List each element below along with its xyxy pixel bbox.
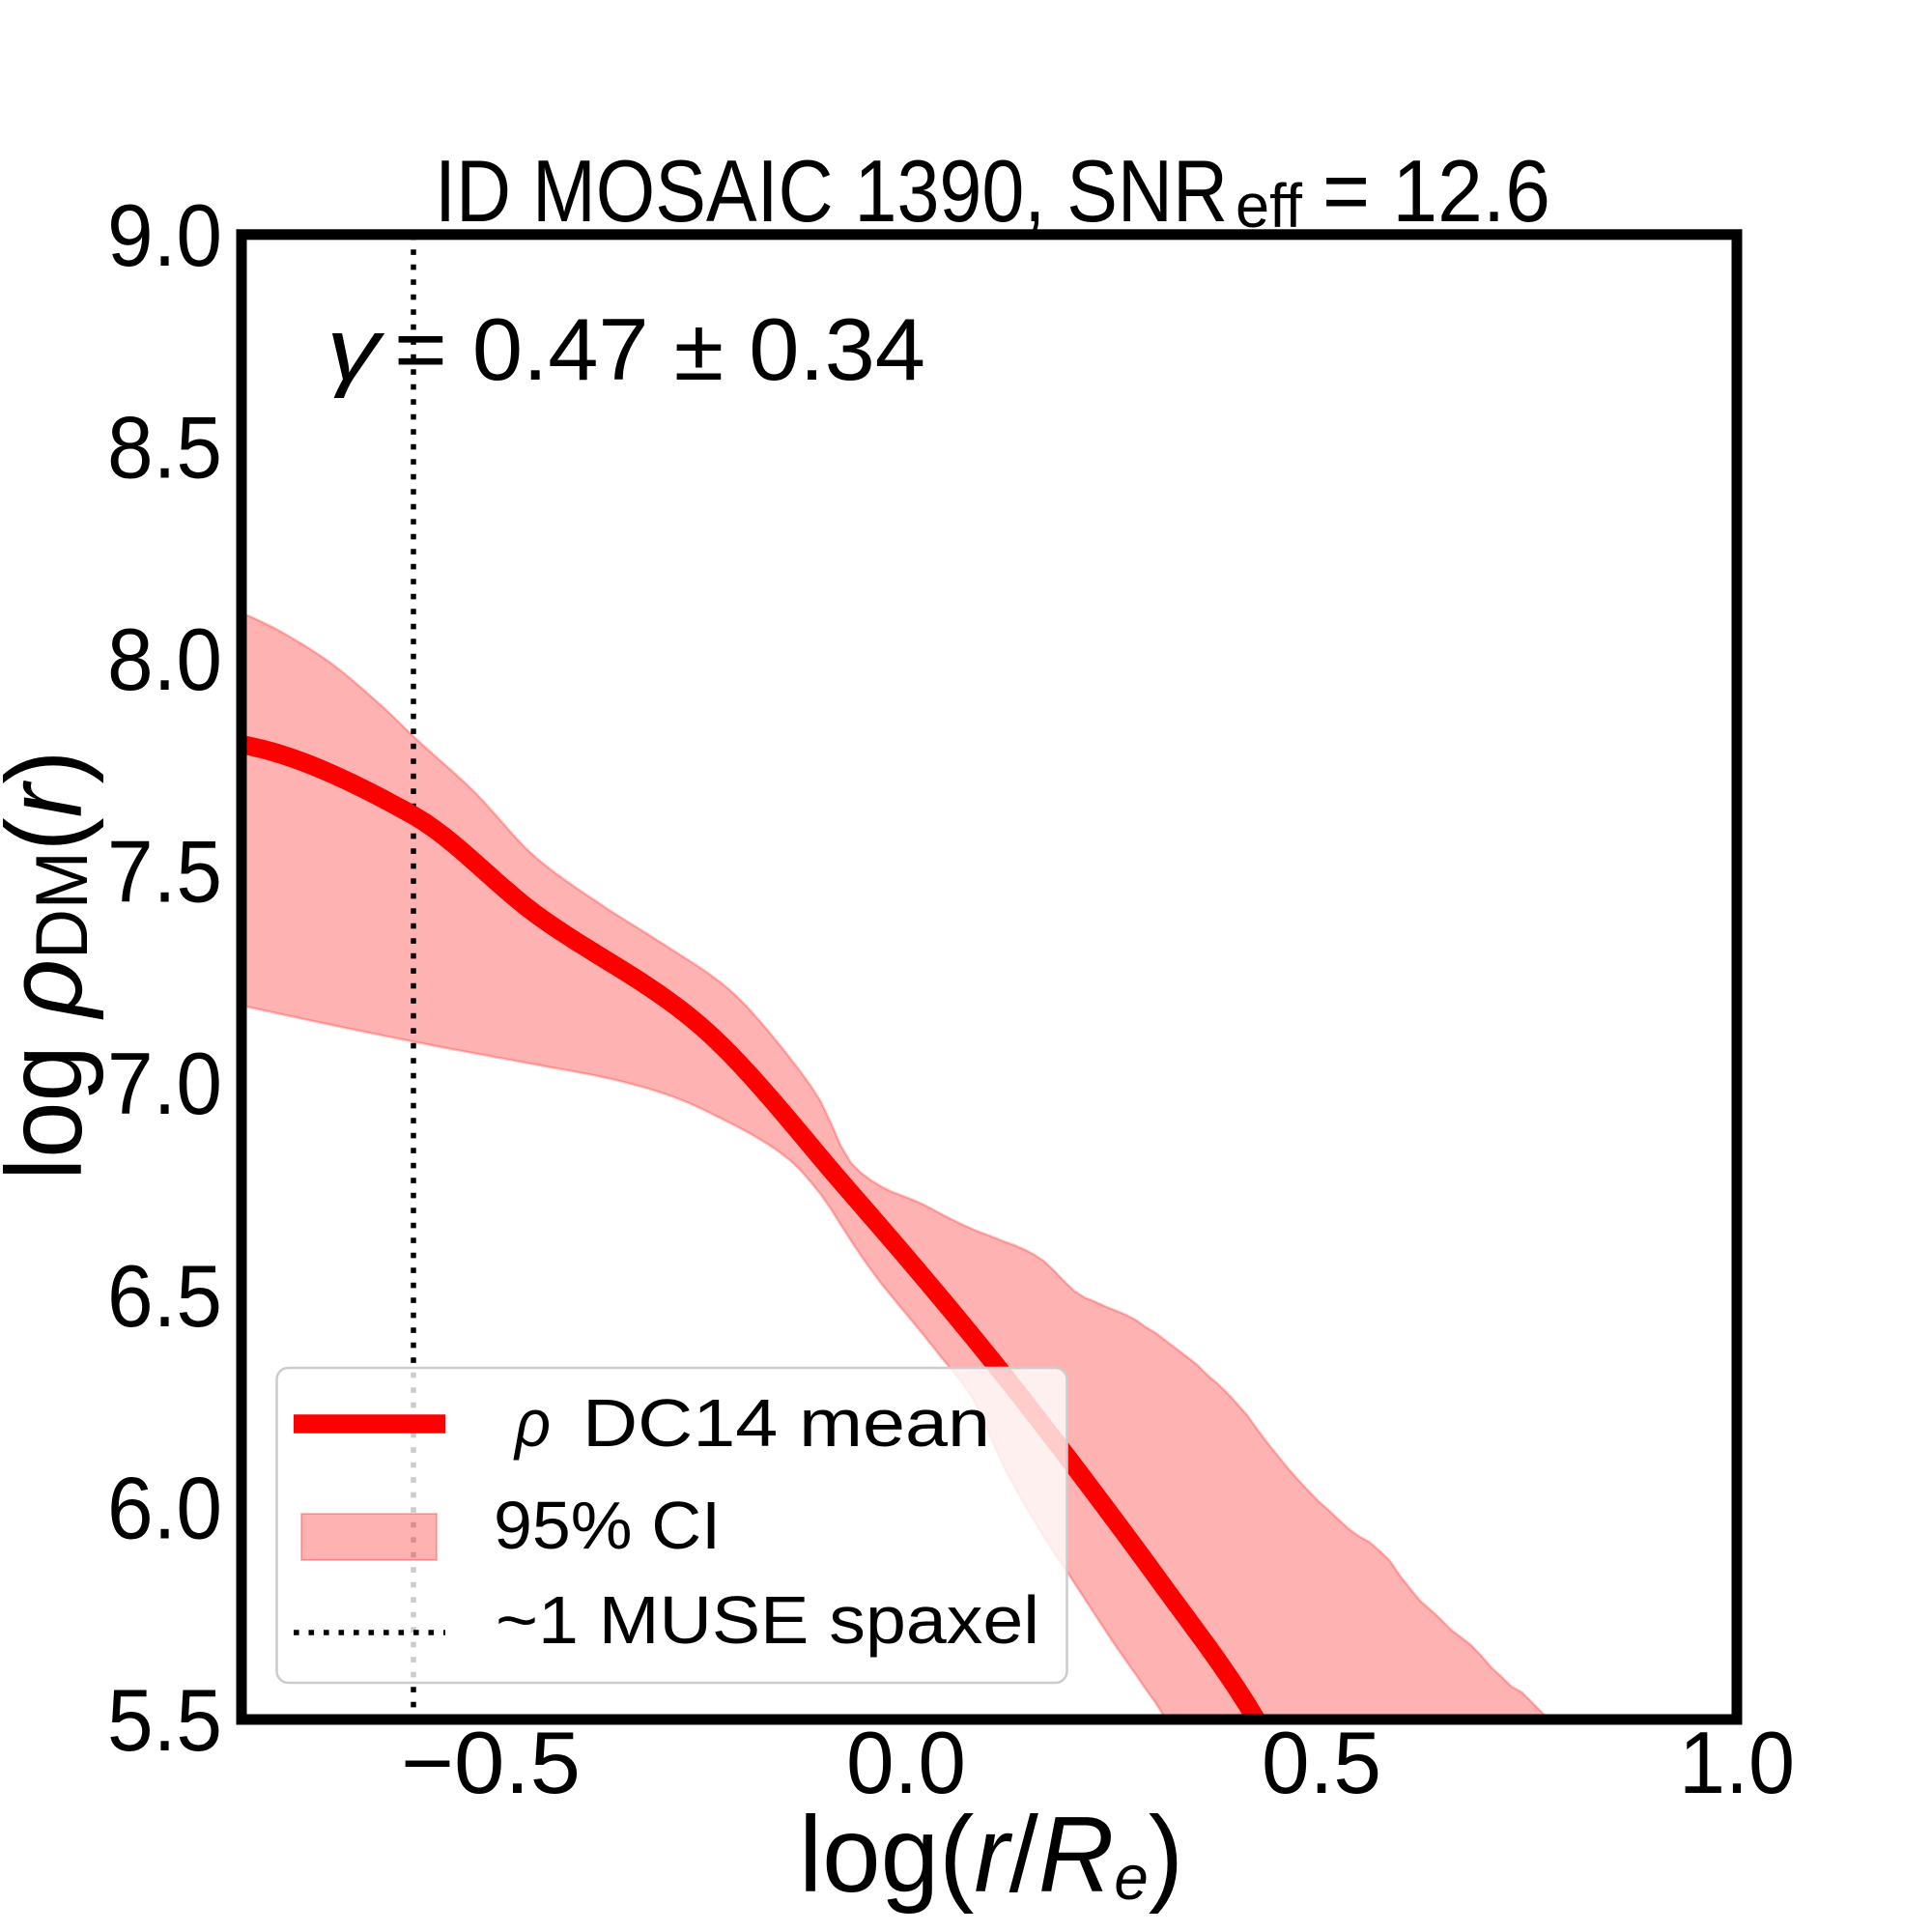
- svg-text:eff: eff: [1236, 171, 1302, 241]
- svg-text:95% CI: 95% CI: [494, 1488, 721, 1563]
- svg-text:8.5: 8.5: [107, 399, 222, 497]
- svg-text:ID MOSAIC 1390, SNR: ID MOSAIC 1390, SNR: [435, 143, 1228, 241]
- svg-text:ρ: ρ: [513, 1385, 551, 1461]
- svg-text:= 12.6: = 12.6: [1322, 143, 1550, 241]
- svg-text:−0.5: −0.5: [401, 1715, 581, 1812]
- svg-text:6.5: 6.5: [107, 1248, 222, 1346]
- svg-text:6.0: 6.0: [107, 1460, 222, 1557]
- svg-text:7.5: 7.5: [107, 824, 222, 922]
- svg-text:1.0: 1.0: [1679, 1715, 1795, 1812]
- svg-text:γ: γ: [327, 301, 384, 399]
- svg-text:8.0: 8.0: [107, 611, 222, 709]
- svg-text:7.0: 7.0: [107, 1036, 222, 1133]
- svg-text:DC14 mean: DC14 mean: [582, 1385, 990, 1461]
- svg-text:~1 MUSE spaxel: ~1 MUSE spaxel: [496, 1582, 1039, 1658]
- svg-text:log ρDM(r): log ρDM(r): [0, 751, 104, 1180]
- svg-text:0.5: 0.5: [1262, 1715, 1381, 1812]
- svg-text:5.5: 5.5: [107, 1672, 222, 1770]
- svg-text:0.0: 0.0: [846, 1715, 966, 1812]
- svg-text:9.0: 9.0: [107, 187, 222, 285]
- svg-text:= 0.47 ± 0.34: = 0.47 ± 0.34: [394, 301, 925, 399]
